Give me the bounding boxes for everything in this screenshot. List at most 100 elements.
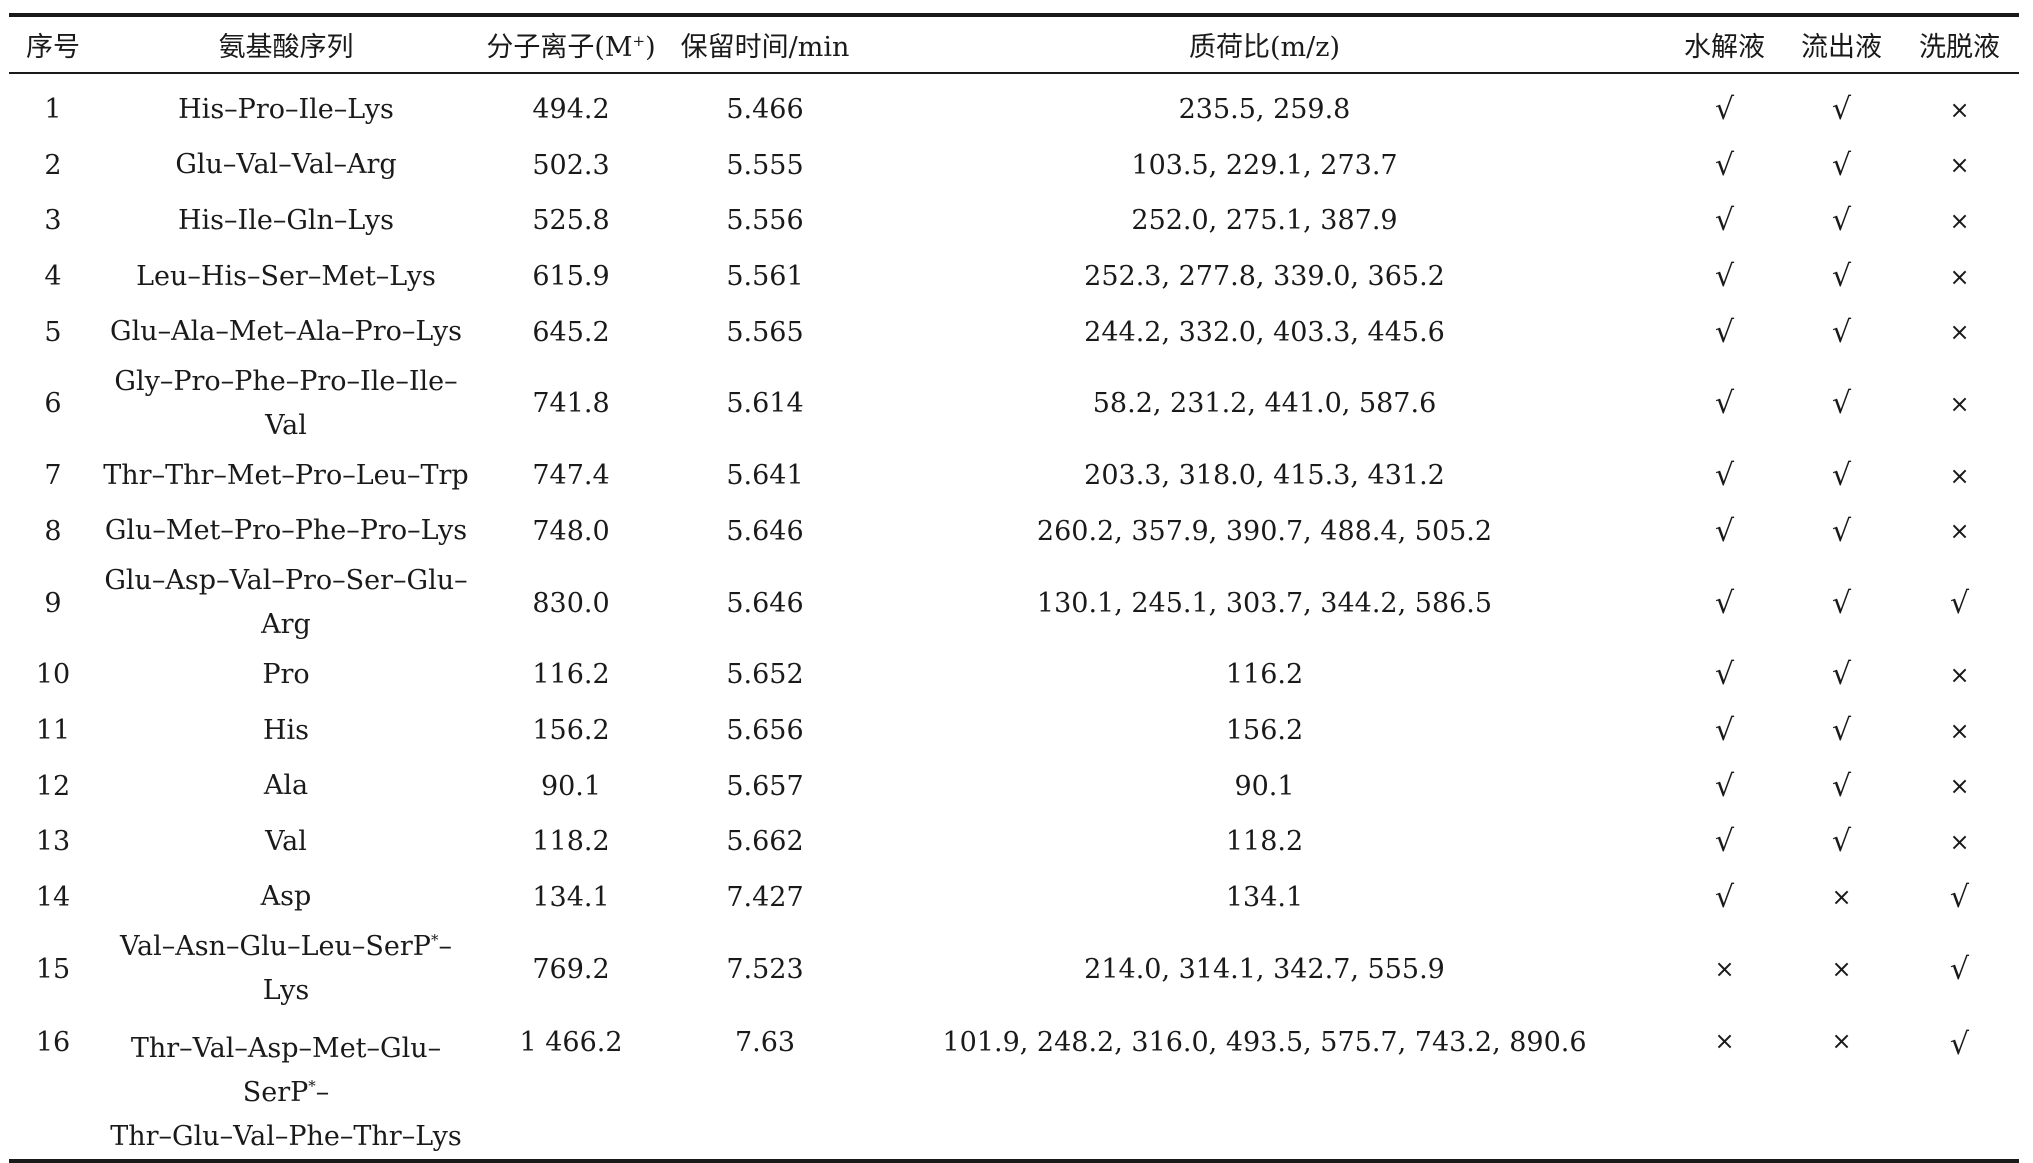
- amino-acid-sequence: Ala: [263, 770, 309, 802]
- amino-acid-sequence: Asp: [260, 881, 312, 913]
- amino-acid-sequence: Gly–Pro–Phe–Pro–Ile–Ile–Val: [114, 365, 458, 441]
- hydrolysate-mark: √: [1714, 713, 1735, 749]
- hydrolysate-mark: √: [1714, 879, 1735, 915]
- amino-acid-sequence: Val–Asn–Glu–Leu–SerP*–Lys: [120, 931, 452, 1007]
- eluate-mark: ×: [1949, 389, 1970, 418]
- hydrolysate-mark: √: [1714, 147, 1735, 183]
- molecular-ion: 118.2: [532, 826, 610, 858]
- eluate-mark: ×: [1949, 461, 1970, 490]
- molecular-ion: 747.4: [532, 460, 610, 492]
- retention-time: 5.652: [726, 659, 804, 691]
- effluent-mark: √: [1831, 259, 1852, 295]
- header-no: 序号: [26, 32, 80, 63]
- eluate-mark: √: [1949, 585, 1970, 621]
- table-header: 序号 氨基酸序列 分子离子(M+) 保留时间/min 质荷比(m/z) 水解液 …: [9, 15, 2019, 73]
- retention-time: 5.466: [726, 94, 804, 126]
- eluate-mark: ×: [1949, 827, 1970, 856]
- mass-charge-ratio: 58.2, 231.2, 441.0, 587.6: [1092, 388, 1437, 420]
- eluate-mark: √: [1949, 879, 1970, 915]
- hydrolysate-mark: √: [1714, 314, 1735, 350]
- molecular-ion: 615.9: [532, 261, 610, 293]
- hydrolysate-mark: √: [1714, 203, 1735, 239]
- hydrolysate-mark: √: [1714, 513, 1735, 549]
- molecular-ion: 741.8: [532, 388, 610, 420]
- table-row: 6 Gly–Pro–Phe–Pro–Ile–Ile–Val 741.8 5.614 58…: [9, 360, 2019, 448]
- retention-time: 5.561: [726, 261, 804, 293]
- molecular-ion: 830.0: [532, 587, 610, 619]
- table-row: 12 Ala 90.1 5.657 90.1 √ √ ×: [9, 758, 2019, 814]
- row-number: 2: [44, 149, 62, 181]
- retention-time: 7.523: [726, 953, 804, 985]
- retention-time: 5.656: [726, 715, 804, 747]
- amino-acid-sequence: Thr–Thr–Met–Pro–Leu–Trp: [103, 459, 469, 491]
- mass-charge-ratio: 116.2: [1225, 659, 1304, 691]
- eluate-mark: √: [1949, 1027, 1970, 1063]
- row-number: 16: [35, 1027, 71, 1059]
- molecular-ion: 769.2: [532, 953, 610, 985]
- amino-acid-sequence: Thr–Val–Asp–Met–Glu–SerP*– Thr–Glu–Val–Ph…: [110, 1033, 462, 1153]
- amino-acid-sequence: His–Ile–Gln–Lys: [178, 204, 394, 236]
- mass-charge-ratio: 130.1, 245.1, 303.7, 344.2, 586.5: [1036, 587, 1493, 619]
- hydrolysate-mark: √: [1714, 824, 1735, 860]
- effluent-mark: √: [1831, 147, 1852, 183]
- table-row: 7 Thr–Thr–Met–Pro–Leu–Trp 747.4 5.641 203.3,…: [9, 448, 2019, 504]
- table-row: 2 Glu–Val–Val–Arg 502.3 5.555 103.5, 229.1, …: [9, 138, 2019, 194]
- eluate-mark: ×: [1949, 318, 1970, 347]
- effluent-mark: √: [1831, 203, 1852, 239]
- hydrolysate-mark: √: [1714, 768, 1735, 804]
- mass-charge-ratio: 244.2, 332.0, 403.3, 445.6: [1084, 316, 1445, 348]
- retention-time: 5.646: [726, 587, 804, 619]
- mass-charge-ratio: 260.2, 357.9, 390.7, 488.4, 505.2: [1036, 515, 1493, 547]
- hydrolysate-mark: √: [1714, 585, 1735, 621]
- mass-charge-ratio: 101.9, 248.2, 316.0, 493.5, 575.7, 743.2…: [942, 1027, 1587, 1059]
- eluate-mark: ×: [1949, 95, 1970, 124]
- retention-time: 5.555: [726, 149, 804, 181]
- molecular-ion: 90.1: [540, 770, 602, 802]
- eluate-mark: ×: [1949, 772, 1970, 801]
- row-number: 9: [44, 587, 62, 619]
- amino-acid-sequence: His: [262, 714, 310, 746]
- row-number: 4: [44, 261, 62, 293]
- amino-acid-sequence: His–Pro–Ile–Lys: [178, 93, 394, 125]
- effluent-mark: √: [1831, 585, 1852, 621]
- retention-time: 7.63: [734, 1027, 796, 1059]
- eluate-mark: ×: [1949, 716, 1970, 745]
- molecular-ion: 748.0: [532, 515, 610, 547]
- mass-charge-ratio: 203.3, 318.0, 415.3, 431.2: [1084, 460, 1445, 492]
- hydrolysate-mark: ×: [1714, 955, 1735, 984]
- retention-time: 5.614: [726, 388, 804, 420]
- header-eluate: 洗脱液: [1919, 32, 2000, 63]
- molecular-ion: 116.2: [532, 659, 610, 691]
- molecular-ion: 502.3: [532, 149, 610, 181]
- molecular-ion: 494.2: [532, 94, 610, 126]
- retention-time: 5.556: [726, 205, 804, 237]
- table-row: 13 Val 118.2 5.662 118.2 √ √ ×: [9, 814, 2019, 870]
- eluate-mark: ×: [1949, 517, 1970, 546]
- hydrolysate-mark: √: [1714, 458, 1735, 494]
- row-number: 10: [35, 659, 71, 691]
- header-mass-charge-ratio: 质荷比(m/z): [1189, 32, 1340, 63]
- molecular-ion: 645.2: [532, 316, 610, 348]
- retention-time: 5.565: [726, 316, 804, 348]
- hydrolysate-mark: ×: [1714, 1027, 1735, 1056]
- amino-acid-sequence: Val: [265, 825, 307, 857]
- mass-charge-ratio: 156.2: [1225, 715, 1304, 747]
- amino-acid-sequence: Glu–Val–Val–Arg: [175, 149, 397, 181]
- eluate-mark: ×: [1949, 660, 1970, 689]
- header-hydrolysate: 水解液: [1684, 32, 1765, 63]
- table-row: 9 Glu–Asp–Val–Pro–Ser–Glu–Arg 830.0 5.646 13…: [9, 559, 2019, 647]
- mass-charge-ratio: 103.5, 229.1, 273.7: [1131, 149, 1398, 181]
- retention-time: 5.662: [726, 826, 804, 858]
- peptide-table-container: 序号 氨基酸序列 分子离子(M+) 保留时间/min 质荷比(m/z) 水解液 …: [9, 13, 2019, 1163]
- retention-time: 7.427: [726, 881, 804, 913]
- row-number: 11: [35, 715, 71, 747]
- header-molecular-ion: 分子离子(M+): [486, 32, 656, 63]
- molecular-ion: 525.8: [532, 205, 610, 237]
- table-row: 4 Leu–His–Ser–Met–Lys 615.9 5.561 252.3, 277…: [9, 249, 2019, 305]
- row-number: 1: [44, 94, 62, 126]
- table-row: 3 His–Ile–Gln–Lys 525.8 5.556 252.0, 275.1, …: [9, 193, 2019, 249]
- row-number: 15: [35, 953, 71, 985]
- retention-time: 5.641: [726, 460, 804, 492]
- molecular-ion: 1 466.2: [519, 1027, 623, 1059]
- row-number: 14: [35, 881, 71, 913]
